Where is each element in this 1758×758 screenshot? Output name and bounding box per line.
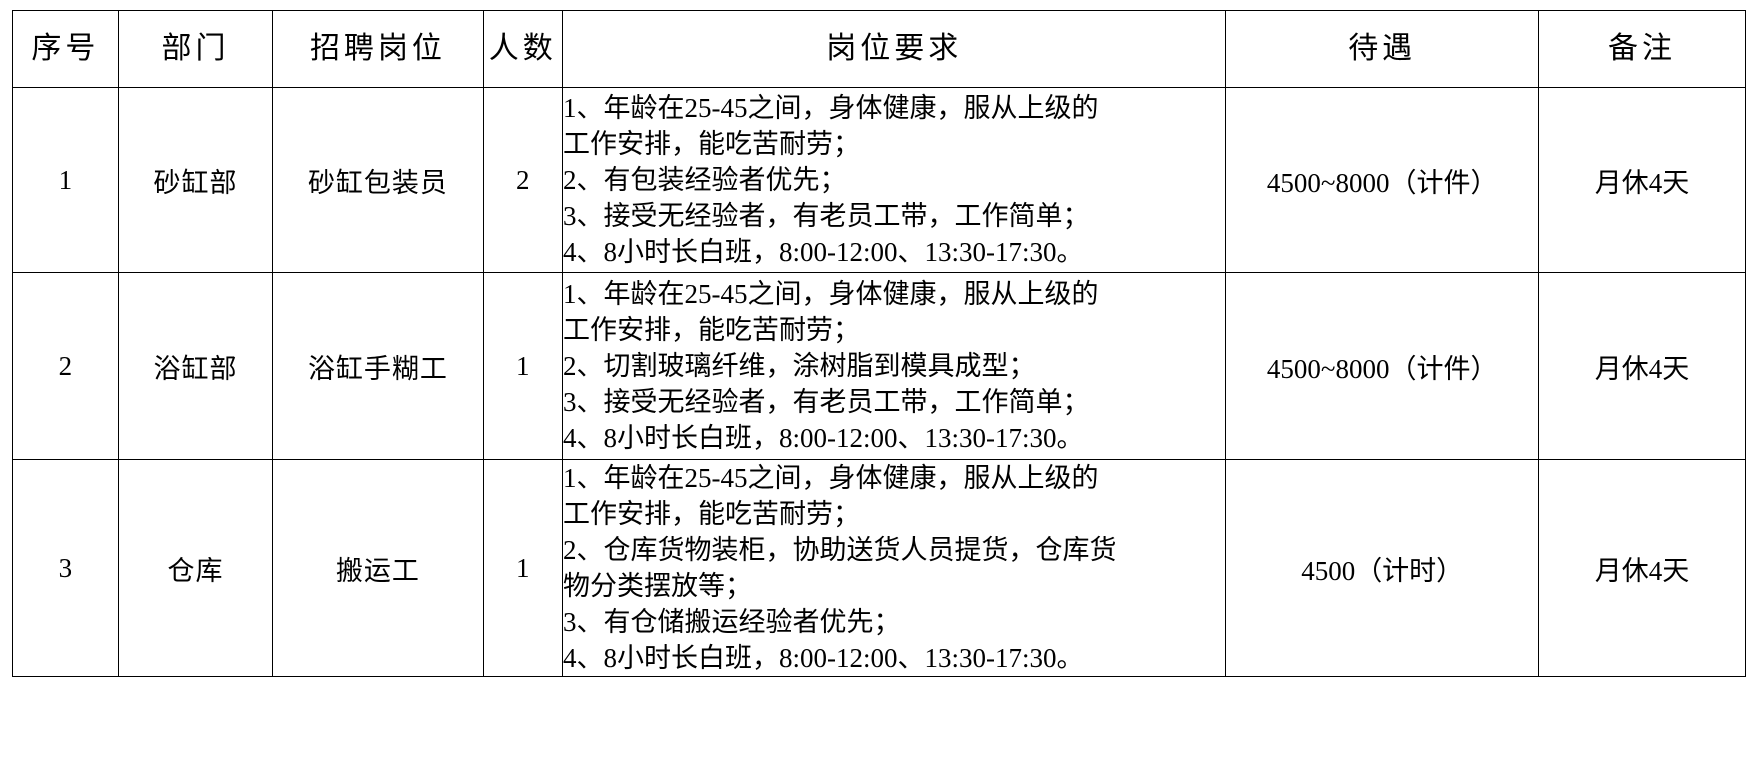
requirement-line: 物分类摆放等； [563,571,753,601]
requirement-line: 4、8小时长白班，8:00-12:00、13:30-17:30。 [563,643,1084,673]
requirement-line: 工作安排，能吃苦耐劳； [563,315,861,345]
header-label-department: 部门 [161,32,230,65]
header-cell-department: 部门 [117,10,274,88]
cell-remark: 月休4天 [1538,87,1746,273]
header-cell-salary: 待遇 [1225,10,1539,88]
cell-requirements: 1、年龄在25-45之间，身体健康，服从上级的 工作安排，能吃苦耐劳； 2、仓库… [562,459,1227,677]
requirement-line: 2、仓库货物装柜，协助送货人员提货，仓库货 [563,535,1117,565]
cell-department: 浴缸部 [117,272,274,460]
cell-salary: 4500~8000（计件） [1225,87,1539,273]
cell-requirements: 1、年龄在25-45之间，身体健康，服从上级的 工作安排，能吃苦耐劳； 2、有包… [562,87,1227,273]
cell-department: 砂缸部 [117,87,274,273]
cell-serial: 2 [12,272,119,460]
cell-headcount: 2 [482,87,564,273]
cell-requirements: 1、年龄在25-45之间，身体健康，服从上级的 工作安排，能吃苦耐劳； 2、切割… [562,272,1227,460]
cell-serial: 1 [12,87,119,273]
cell-position: 浴缸手糊工 [272,272,484,460]
requirement-line: 3、有仓储搬运经验者优先； [563,607,901,637]
requirement-line: 1、年龄在25-45之间，身体健康，服从上级的 [563,279,1099,309]
table-row: 3 仓库 搬运工 1 1、年龄在25-45之间，身体健康，服从上级的 工作安排，… [12,459,1746,677]
requirement-line: 1、年龄在25-45之间，身体健康，服从上级的 [563,93,1099,123]
header-label-serial: 序号 [31,32,100,65]
header-row: 序号 部门 招聘岗位 人数 岗位要求 待遇 备注 [12,10,1746,88]
requirement-line: 3、接受无经验者，有老员工带，工作简单； [563,201,1090,231]
header-cell-serial: 序号 [12,10,119,88]
requirement-line: 工作安排，能吃苦耐劳； [563,129,861,159]
cell-position: 砂缸包装员 [272,87,484,273]
cell-salary: 4500~8000（计件） [1225,272,1539,460]
header-cell-requirements: 岗位要求 [562,10,1227,88]
cell-remark: 月休4天 [1538,272,1746,460]
requirement-line: 4、8小时长白班，8:00-12:00、13:30-17:30。 [563,423,1084,453]
cell-remark: 月休4天 [1538,459,1746,677]
recruitment-table: 序号 部门 招聘岗位 人数 岗位要求 待遇 备注 1 砂缸部 砂缸包装员 2 1… [12,10,1746,677]
header-cell-remark: 备注 [1538,10,1746,88]
header-cell-position: 招聘岗位 [272,10,484,88]
cell-headcount: 1 [482,459,564,677]
table-row: 2 浴缸部 浴缸手糊工 1 1、年龄在25-45之间，身体健康，服从上级的 工作… [12,272,1746,460]
cell-position: 搬运工 [272,459,484,677]
requirement-line: 1、年龄在25-45之间，身体健康，服从上级的 [563,463,1099,493]
cell-headcount: 1 [482,272,564,460]
requirement-line: 2、切割玻璃纤维，涂树脂到模具成型； [563,351,1036,381]
requirement-line: 4、8小时长白班，8:00-12:00、13:30-17:30。 [563,237,1084,267]
table-body: 1 砂缸部 砂缸包装员 2 1、年龄在25-45之间，身体健康，服从上级的 工作… [12,87,1746,677]
header-label-requirements: 岗位要求 [826,32,963,65]
cell-serial: 3 [12,459,119,677]
header-cell-headcount: 人数 [482,10,564,88]
header-label-position: 招聘岗位 [309,32,446,65]
table-header: 序号 部门 招聘岗位 人数 岗位要求 待遇 备注 [12,10,1746,88]
header-label-headcount: 人数 [488,32,557,65]
table-row: 1 砂缸部 砂缸包装员 2 1、年龄在25-45之间，身体健康，服从上级的 工作… [12,87,1746,273]
requirement-line: 3、接受无经验者，有老员工带，工作简单； [563,387,1090,417]
cell-department: 仓库 [117,459,274,677]
requirement-line: 工作安排，能吃苦耐劳； [563,499,861,529]
header-label-remark: 备注 [1608,32,1676,65]
cell-salary: 4500（计时） [1225,459,1539,677]
header-label-salary: 待遇 [1348,32,1417,65]
requirement-line: 2、有包装经验者优先； [563,165,847,195]
